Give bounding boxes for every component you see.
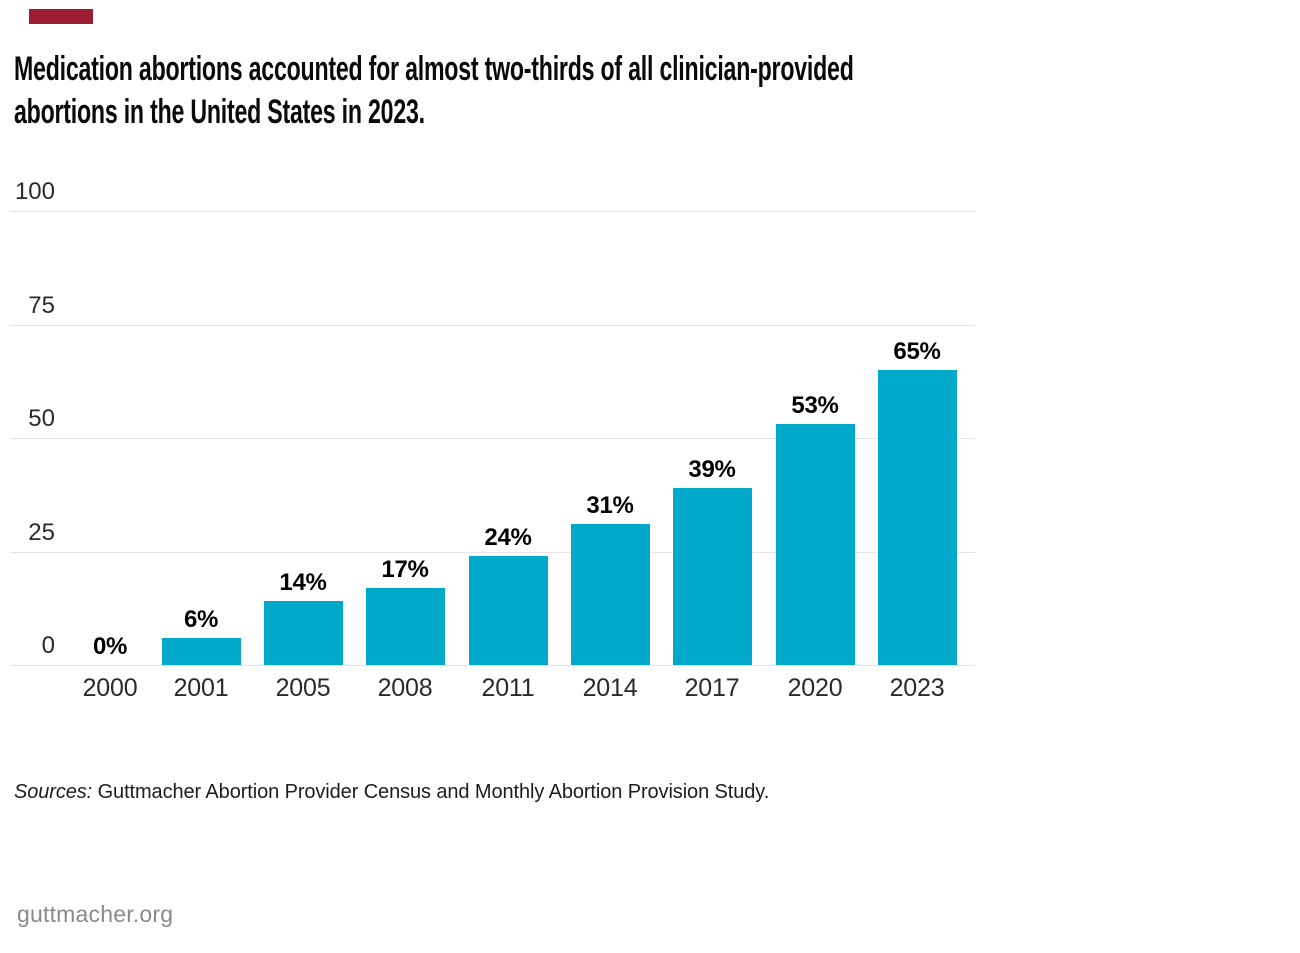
bar-value-label-2008: 17% (381, 556, 429, 583)
y-tick-label-100: 100 (14, 178, 55, 205)
x-tick-label-2001: 2001 (173, 674, 229, 702)
x-tick-label-2023: 2023 (889, 674, 945, 702)
bar-value-label-2014: 31% (586, 492, 634, 519)
x-tick-label-2014: 2014 (582, 674, 638, 702)
y-tick-label-25: 25 (28, 519, 55, 546)
bar-2008 (365, 588, 445, 665)
brand-accent-bar (29, 9, 93, 24)
x-tick-label-2017: 2017 (684, 674, 740, 702)
chart-title-line-1: Medication abortions accounted for almos… (14, 50, 854, 88)
gridline-25 (10, 552, 975, 553)
y-tick-label-50: 50 (28, 405, 55, 432)
x-tick-label-2020: 2020 (787, 674, 843, 702)
chart-title-line-2: abortions in the United States in 2023. (14, 93, 425, 131)
sources-note: Sources: Guttmacher Abortion Provider Ce… (14, 780, 769, 805)
x-tick-label-2008: 2008 (377, 674, 433, 702)
bar-2017 (672, 488, 752, 665)
bar-2020 (775, 424, 855, 665)
chart-title: Medication abortions accounted for almos… (14, 48, 1249, 134)
sources-label: Sources: (14, 781, 93, 803)
bar-value-label-2011: 24% (484, 524, 532, 551)
bar-value-label-2020: 53% (791, 392, 839, 419)
bar-2011 (468, 556, 548, 665)
y-tick-label-0: 0 (41, 632, 55, 659)
y-tick-label-75: 75 (28, 292, 55, 319)
x-tick-label-2011: 2011 (481, 674, 535, 702)
x-tick-label-2005: 2005 (275, 674, 331, 702)
x-tick-label-2000: 2000 (82, 674, 138, 702)
bar-2023 (877, 370, 957, 665)
bar-2001 (161, 638, 241, 665)
gridline-75 (10, 325, 975, 326)
bar-value-label-2000: 0% (92, 633, 128, 660)
bar-2014 (570, 524, 650, 665)
bar-value-label-2017: 39% (688, 456, 736, 483)
sources-text: Guttmacher Abortion Provider Census and … (92, 781, 770, 803)
bar-value-label-2005: 14% (279, 569, 327, 596)
gridline-50 (10, 438, 975, 439)
bar-value-label-2001: 6% (183, 606, 219, 633)
bar-value-label-2023: 65% (893, 338, 941, 365)
bar-2005 (263, 601, 343, 665)
gridline-0 (10, 665, 975, 666)
gridline-100 (10, 211, 975, 212)
site-footer-link[interactable]: guttmacher.org (17, 901, 174, 927)
